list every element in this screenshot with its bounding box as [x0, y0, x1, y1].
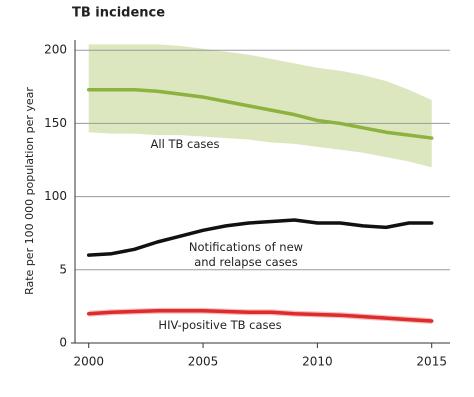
- x-tick-label: 2015: [416, 355, 447, 369]
- series-line: [86, 309, 434, 323]
- series-label: HIV-positive TB cases: [158, 318, 282, 332]
- x-tick-label: 2010: [302, 355, 333, 369]
- y-tick-label: 5: [59, 262, 67, 276]
- series-line: [86, 88, 434, 140]
- x-tick-label: 2005: [188, 355, 219, 369]
- y-tick-label: 0: [59, 336, 67, 350]
- series-label: All TB cases: [150, 137, 220, 151]
- y-tick-label: 100: [44, 189, 67, 203]
- uncertainty-band: [88, 44, 432, 168]
- x-tick-label: 2000: [73, 355, 104, 369]
- series-label: Notifications of new and relapse cases: [188, 240, 304, 269]
- y-tick-label: 150: [44, 116, 67, 130]
- y-axis-label: Rate per 100 000 population per year: [23, 87, 36, 295]
- series-line: [86, 218, 434, 257]
- y-tick-label: 200: [44, 43, 67, 57]
- chart-title: TB incidence: [72, 6, 165, 21]
